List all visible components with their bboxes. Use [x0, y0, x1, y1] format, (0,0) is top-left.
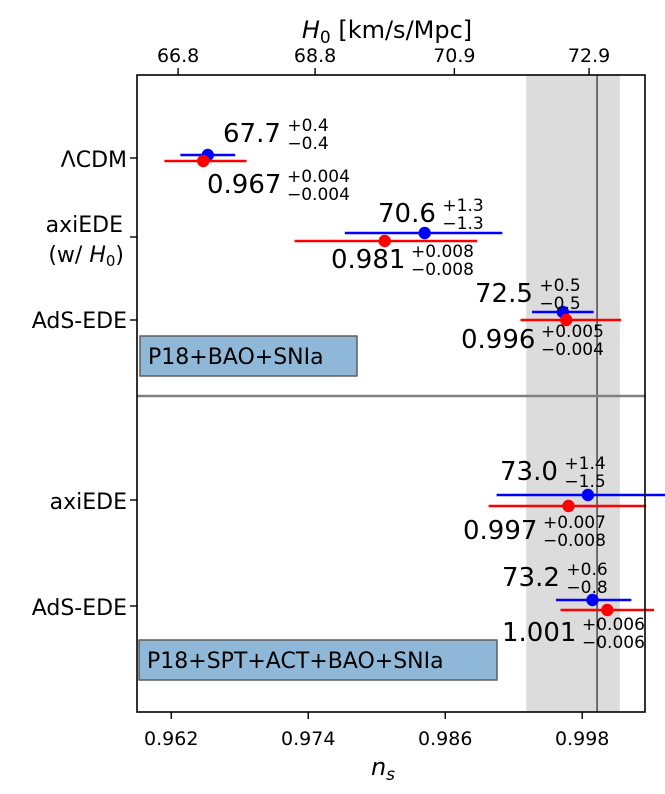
panel1-row0-ns-value: 0.997	[463, 516, 537, 546]
panel0-row1-ylabel-line2: (w/ H0)	[48, 243, 124, 270]
panel1-label: P18+SPT+ACT+BAO+SNIa	[147, 649, 444, 674]
panel0-row1-ns-value: 0.981	[331, 245, 405, 275]
panel0-row0-ns-plus: +0.004	[287, 167, 350, 187]
panel1-label-box	[138, 639, 498, 681]
panel1-row0-h0-point	[581, 488, 595, 502]
x-tick-label-3: 0.998	[555, 728, 609, 750]
x2-tick-label-3: 72.9	[568, 45, 610, 67]
panel1-row0-ns-minus: −0.008	[543, 531, 606, 551]
panel0-label: P18+BAO+SNIa	[148, 345, 324, 370]
panel1-row1-h0-minus: −0.8	[566, 578, 607, 598]
x2-tick-label-2: 70.9	[433, 45, 475, 67]
panel1-row1-h0-point	[586, 593, 599, 607]
panel1-row0-h0-value: 73.0	[500, 457, 558, 487]
panel0-row2-ns-point	[560, 313, 573, 327]
panel0-row1-h0-point	[418, 226, 431, 240]
panel0-row0-ns-point	[197, 154, 210, 168]
panel1-row1-ns-minus: −0.006	[582, 633, 645, 653]
panel0-row1-h0-value: 70.6	[378, 199, 436, 229]
panel1-row1-ns-plus: +0.006	[582, 615, 645, 635]
panel1-row0-h0-plus: +1.4	[564, 454, 605, 474]
panel0-row0-h0-value: 67.7	[223, 119, 281, 149]
panel1-row0-h0-minus: −1.5	[564, 472, 605, 492]
panel1-row1-ylabel: AdS-EDE	[32, 596, 127, 621]
panel0-row1-ns-plus: +0.008	[411, 242, 474, 262]
panel0-row2-h0-value: 72.5	[475, 279, 533, 309]
panel0-row1-ns-point	[378, 234, 391, 248]
panel1-row1-ns-point	[601, 603, 614, 617]
panel0-row2-ylabel: AdS-EDE	[32, 309, 127, 334]
panel0-row2-ns-plus: +0.005	[541, 322, 604, 342]
x-tick-label-2: 0.986	[418, 728, 472, 750]
plot-frame	[136, 74, 646, 713]
panel0-row2-h0-minus: −0.5	[539, 294, 580, 314]
panel0-row1-ns-minus: −0.008	[411, 260, 474, 280]
x-tick-label-1: 0.974	[281, 728, 335, 750]
reference-band-layer	[137, 75, 645, 712]
panel0-row2-h0-plus: +0.5	[539, 276, 580, 296]
panel1-row0-ns-point	[562, 499, 575, 513]
panel0-row0-ns-minus: −0.004	[287, 185, 350, 205]
panel0-row0-ylabel: ΛCDM	[61, 148, 127, 173]
panel1-row1-h0-value: 73.2	[502, 563, 560, 593]
x2-axis-title: H0 [km/s/Mpc]	[302, 16, 472, 48]
x2-tick-label-1: 68.8	[294, 45, 336, 67]
x-tick-label-0: 0.962	[144, 728, 198, 750]
axes-layer: 0.962 0.974 0.986 0.998 66.8 68.8 70.9 72.9 ns H0…	[32, 16, 646, 785]
panel1-row0-ylabel: axiEDE	[50, 490, 127, 515]
panel0-label-box	[139, 335, 358, 377]
panel0-row0-h0-plus: +0.4	[287, 116, 328, 136]
panel1-row1-ns-value: 1.001	[502, 618, 576, 648]
panel0-row1-h0-plus: +1.3	[442, 196, 483, 216]
panel0-row1-ylabel: axiEDE	[46, 213, 123, 238]
panel0-row0-h0-minus: −0.4	[287, 134, 328, 154]
panel0-row0-ns-value: 0.967	[207, 170, 281, 200]
x2-tick-label-0: 66.8	[157, 45, 199, 67]
panel0-row2-ns-value: 0.996	[461, 325, 535, 355]
panel1-row1-h0-plus: +0.6	[566, 560, 607, 580]
panel1-row0-ns-plus: +0.007	[543, 513, 606, 533]
errorbar-layer	[164, 148, 665, 617]
panel0-row1-h0-minus: −1.3	[442, 214, 483, 234]
x-axis-title: ns	[371, 753, 395, 785]
panel0-row2-ns-minus: −0.004	[541, 340, 604, 360]
